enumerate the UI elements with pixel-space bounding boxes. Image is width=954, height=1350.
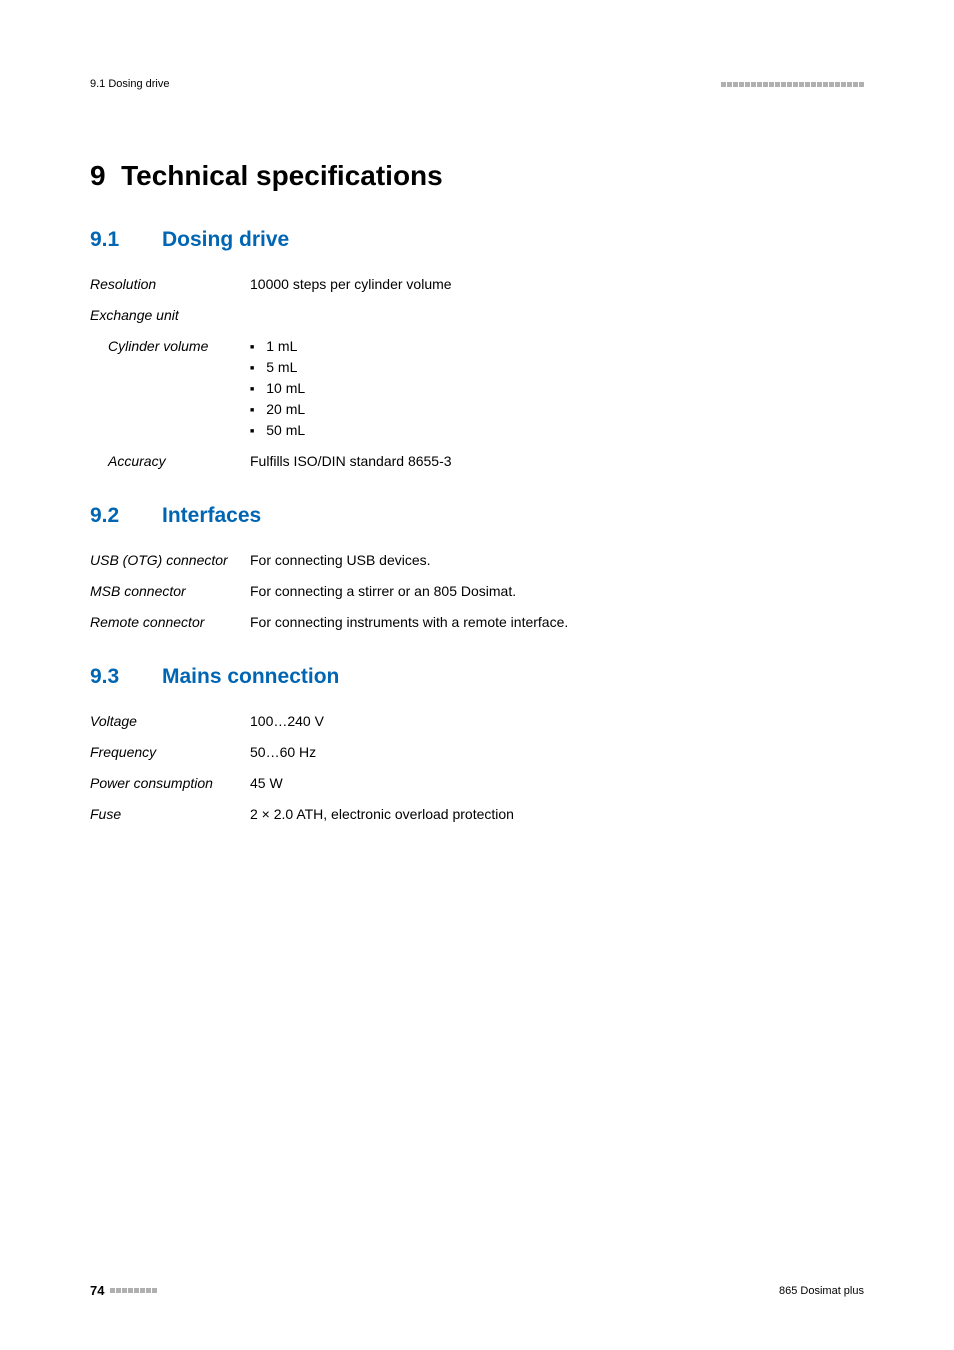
chapter-title-text: Technical specifications: [121, 160, 443, 191]
section-number: 9.3: [90, 665, 162, 689]
section-title-text: Mains connection: [162, 665, 339, 688]
chapter-number: 9: [90, 160, 106, 191]
spec-row: Cylinder volume1 mL5 mL10 mL20 mL50 mL: [90, 336, 864, 441]
spec-value: For connecting a stirrer or an 805 Dosim…: [250, 581, 516, 602]
page-footer: 74 865 Dosimat plus: [90, 1283, 864, 1298]
spec-row: Voltage100…240 V: [90, 711, 864, 732]
bullet-item: 10 mL: [250, 378, 305, 399]
section-title: 9.2Interfaces: [90, 504, 864, 528]
spec-value: 2 × 2.0 ATH, electronic overload protect…: [250, 804, 514, 825]
spec-row: Fuse2 × 2.0 ATH, electronic overload pro…: [90, 804, 864, 825]
section-number: 9.2: [90, 504, 162, 528]
spec-value: For connecting USB devices.: [250, 550, 431, 571]
chapter-title: 9 Technical specifications: [90, 160, 864, 192]
spec-label: USB (OTG) connector: [90, 550, 250, 571]
footer-decoration: [110, 1288, 157, 1293]
spec-row: Exchange unit: [90, 305, 864, 326]
spec-label: Voltage: [90, 711, 250, 732]
spec-label: Fuse: [90, 804, 250, 825]
spec-label: Power consumption: [90, 773, 250, 794]
section-title-text: Interfaces: [162, 504, 261, 527]
section-title: 9.3Mains connection: [90, 665, 864, 689]
footer-left: 74: [90, 1283, 157, 1298]
spec-label: Exchange unit: [90, 305, 250, 326]
spec-value: Fulfills ISO/DIN standard 8655-3: [250, 451, 452, 472]
footer-product: 865 Dosimat plus: [779, 1285, 864, 1297]
bullet-item: 50 mL: [250, 420, 305, 441]
spec-label: Resolution: [90, 274, 250, 295]
spec-row: Power consumption45 W: [90, 773, 864, 794]
header-decoration: [721, 82, 864, 87]
spec-value: 45 W: [250, 773, 283, 794]
spec-value: For connecting instruments with a remote…: [250, 612, 568, 633]
spec-row: Frequency50…60 Hz: [90, 742, 864, 763]
spec-value: 1 mL5 mL10 mL20 mL50 mL: [250, 336, 305, 441]
bullet-item: 1 mL: [250, 336, 305, 357]
spec-label: Frequency: [90, 742, 250, 763]
section-block: 9.2InterfacesUSB (OTG) connectorFor conn…: [90, 504, 864, 633]
page-number: 74: [90, 1283, 104, 1298]
section-block: 9.3Mains connectionVoltage100…240 VFrequ…: [90, 665, 864, 825]
bullet-list: 1 mL5 mL10 mL20 mL50 mL: [250, 336, 305, 441]
section-number: 9.1: [90, 228, 162, 252]
section-title-text: Dosing drive: [162, 228, 289, 251]
spec-row: USB (OTG) connectorFor connecting USB de…: [90, 550, 864, 571]
bullet-item: 5 mL: [250, 357, 305, 378]
spec-value: 100…240 V: [250, 711, 324, 732]
spec-row: AccuracyFulfills ISO/DIN standard 8655-3: [90, 451, 864, 472]
spec-label: Remote connector: [90, 612, 250, 633]
spec-value: 50…60 Hz: [250, 742, 316, 763]
spec-label: Cylinder volume: [90, 336, 250, 441]
bullet-item: 20 mL: [250, 399, 305, 420]
spec-value: 10000 steps per cylinder volume: [250, 274, 452, 295]
section-block: 9.1Dosing drive Resolution10000 steps per…: [90, 228, 864, 472]
spec-row: MSB connectorFor connecting a stirrer or…: [90, 581, 864, 602]
spec-label: MSB connector: [90, 581, 250, 602]
spec-row: Remote connectorFor connecting instrumen…: [90, 612, 864, 633]
header-section-ref: 9.1 Dosing drive: [90, 78, 170, 90]
spec-label: Accuracy: [90, 451, 250, 472]
section-title: 9.1Dosing drive: [90, 228, 864, 252]
spec-row: Resolution10000 steps per cylinder volum…: [90, 274, 864, 295]
page-header: 9.1 Dosing drive: [90, 78, 864, 90]
